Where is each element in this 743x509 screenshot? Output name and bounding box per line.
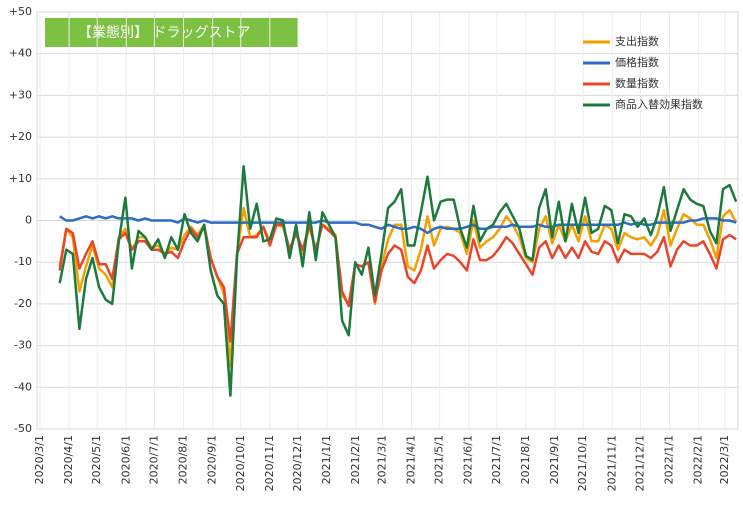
y-tick-label: +40: [9, 47, 32, 60]
y-tick-label: +30: [9, 88, 32, 101]
x-tick-label: 2020/11/1: [263, 435, 276, 491]
x-tick-label: 2021/5/1: [433, 435, 446, 484]
title-box: [45, 18, 298, 47]
x-tick-label: 2021/11/1: [605, 435, 618, 491]
x-tick-label: 2020/12/1: [291, 435, 304, 491]
legend-label: 支出指数: [615, 34, 659, 48]
y-tick-label: +50: [9, 5, 32, 18]
x-tick-label: 2020/4/1: [62, 435, 75, 484]
y-tick-label: -20: [14, 297, 32, 310]
y-tick-label: -10: [14, 255, 32, 268]
x-tick-label: 2021/4/1: [405, 435, 418, 484]
x-tick-label: 2021/7/1: [490, 435, 503, 484]
x-tick-label: 2021/9/1: [548, 435, 561, 484]
x-tick-label: 2021/1/1: [320, 435, 333, 484]
series-line: [58, 206, 738, 368]
x-tick-label: 2022/3/1: [718, 435, 731, 484]
x-tick-label: 2020/8/1: [177, 435, 190, 484]
x-tick-label: 2021/3/1: [375, 435, 388, 484]
x-tick-label: 2021/10/1: [576, 435, 589, 491]
x-tick-label: 2020/10/1: [234, 435, 247, 491]
x-tick-label: 2022/1/1: [663, 435, 676, 484]
series-line: [58, 165, 738, 397]
y-tick-label: -30: [14, 339, 32, 352]
y-tick-label: -40: [14, 380, 32, 393]
y-tick-label: +20: [9, 130, 32, 143]
x-tick-label: 2021/6/1: [462, 435, 475, 484]
x-tick-label: 2020/5/1: [90, 435, 103, 484]
x-tick-label: 2020/3/1: [33, 435, 46, 484]
chart-title: 【業態別】 ドラッグストア: [78, 25, 250, 41]
series-line: [58, 223, 737, 343]
legend-label: 数量指数: [615, 76, 659, 90]
legend-label: 商品入替効果指数: [615, 97, 703, 111]
x-tick-label: 2022/2/1: [692, 435, 705, 484]
x-tick-label: 2020/9/1: [206, 435, 219, 484]
y-tick-label: +10: [9, 172, 32, 185]
x-tick-label: 2020/6/1: [119, 435, 132, 484]
x-tick-label: 2020/7/1: [147, 435, 160, 484]
y-tick-label: -50: [14, 422, 32, 435]
legend-label: 価格指数: [615, 55, 659, 69]
y-tick-label: 0: [25, 214, 32, 227]
x-tick-label: 2021/12/1: [633, 435, 646, 491]
x-tick-label: 2021/8/1: [519, 435, 532, 484]
x-tick-label: 2021/2/1: [349, 435, 362, 484]
